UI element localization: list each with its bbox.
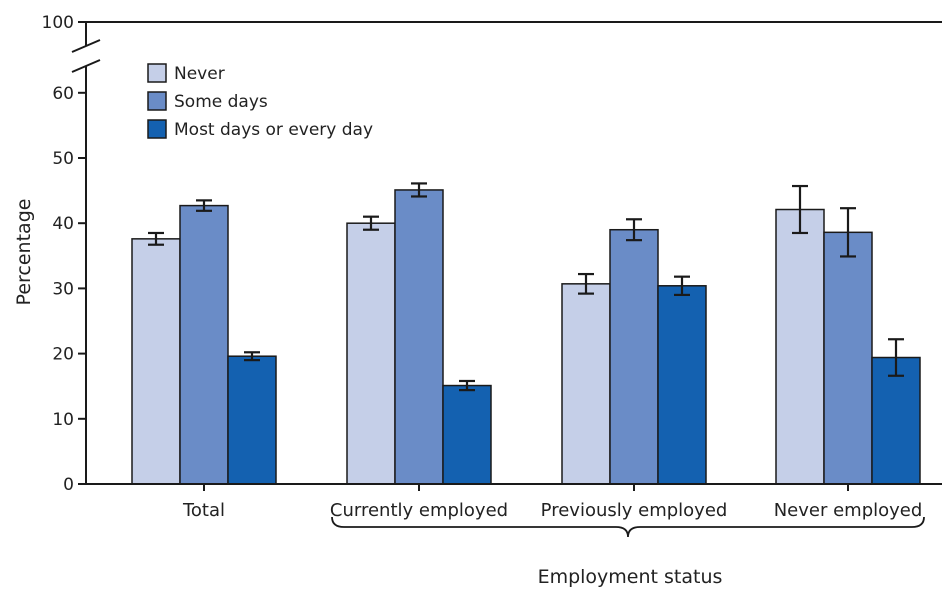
y-tick-label-0: 0 [63, 475, 74, 495]
bar-1-0 [179, 204, 229, 485]
y-tick-label-100: 100 [42, 13, 74, 33]
bar-2-0 [227, 355, 277, 485]
error-bar-1-1 [411, 182, 427, 198]
bar-2-2 [657, 285, 707, 485]
y-ticks-layer: 0 10 20 30 40 50 60 100 [42, 13, 86, 495]
error-bar-2-1 [459, 379, 475, 392]
error-bar-2-2 [674, 275, 690, 297]
axes-layer [71, 21, 942, 485]
bars-layer [131, 189, 921, 485]
y-tick-label-30: 30 [52, 279, 74, 299]
legend-label-2: Most days or every day [174, 120, 373, 140]
legend-label-1: Some days [174, 92, 268, 112]
bar-0-2 [561, 283, 611, 485]
y-axis-title: Percentage [13, 199, 35, 306]
error-bars-layer [148, 182, 904, 392]
category-labels-layer: Total Currently employed Previously employ… [182, 484, 925, 538]
error-bar-2-3 [888, 338, 904, 377]
bar-0-1 [346, 222, 396, 485]
y-tick-label-10: 10 [52, 410, 74, 430]
legend-label-0: Never [174, 64, 225, 84]
bar-0-3 [775, 208, 825, 485]
axis-break-mark-lower [71, 59, 101, 73]
bar-2-3 [871, 356, 921, 485]
bar-2-1 [442, 384, 492, 485]
error-bar-2-0 [244, 351, 260, 362]
error-bar-1-3 [840, 207, 856, 258]
error-bar-0-1 [363, 215, 379, 231]
legend-swatch-0 [147, 63, 167, 83]
legend-swatch-1 [147, 91, 167, 111]
error-bar-1-0 [196, 199, 212, 212]
y-tick-label-50: 50 [52, 149, 74, 169]
category-label-1: Currently employed [330, 500, 508, 521]
error-bar-1-2 [626, 218, 642, 242]
bar-1-2 [609, 228, 659, 485]
y-tick-label-40: 40 [52, 214, 74, 234]
error-bar-0-2 [578, 272, 594, 295]
bar-1-1 [394, 189, 444, 485]
legend-swatch-2 [147, 119, 167, 139]
category-label-3: Never employed [774, 500, 923, 521]
bar-0-0 [131, 238, 181, 485]
x-axis-title: Employment status [538, 566, 723, 588]
legend: Never Some days Most days or every day [147, 63, 373, 140]
category-label-2: Previously employed [541, 500, 728, 521]
employment-status-brace [331, 516, 925, 538]
axis-break-mark-upper [71, 39, 101, 53]
bar-1-3 [823, 231, 873, 485]
y-tick-label-20: 20 [52, 345, 74, 365]
category-label-0: Total [182, 500, 225, 521]
error-bar-0-3 [792, 184, 808, 235]
y-tick-label-60: 60 [52, 84, 74, 104]
error-bar-0-0 [148, 231, 164, 246]
